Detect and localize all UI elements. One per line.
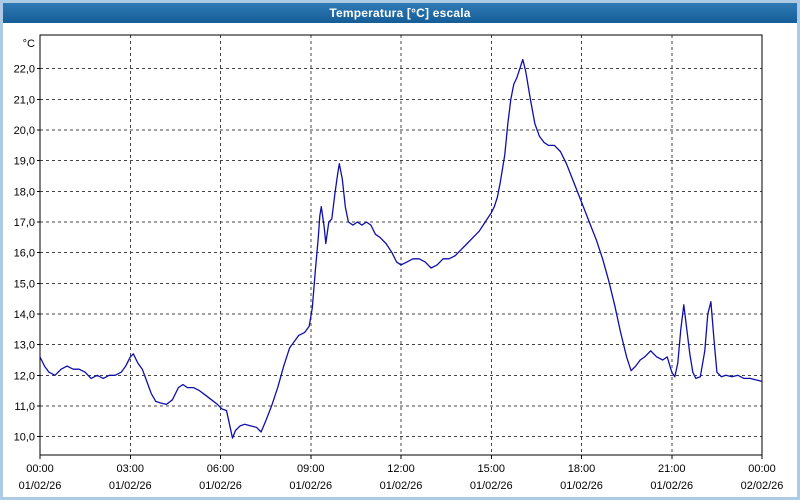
svg-text:18,0: 18,0 xyxy=(14,186,35,198)
svg-text:09:00: 09:00 xyxy=(297,463,325,475)
svg-text:06:00: 06:00 xyxy=(207,463,235,475)
svg-text:12,0: 12,0 xyxy=(14,370,35,382)
svg-text:01/02/26: 01/02/26 xyxy=(109,480,152,492)
svg-text:19,0: 19,0 xyxy=(14,156,35,168)
svg-text:11,0: 11,0 xyxy=(14,401,35,413)
svg-text:21:00: 21:00 xyxy=(658,463,686,475)
svg-text:03:00: 03:00 xyxy=(116,463,144,475)
x-axis: 00:00 01/02/26 03:00 01/02/26 06:00 01/02/26 0… xyxy=(19,455,784,492)
svg-text:12:00: 12:00 xyxy=(387,463,415,475)
svg-text:01/02/26: 01/02/26 xyxy=(380,480,423,492)
y-axis-unit-label: °C xyxy=(23,38,35,50)
svg-text:13,0: 13,0 xyxy=(14,340,35,352)
svg-text:00:00: 00:00 xyxy=(748,463,776,475)
chart-area: °C 22,0 21,0 20,0 19,0 18,0 17,0 16,0 15,0 14,0 13… xyxy=(3,23,797,497)
svg-text:15:00: 15:00 xyxy=(477,463,505,475)
temperature-line-chart: °C 22,0 21,0 20,0 19,0 18,0 17,0 16,0 15,0 14,0 13… xyxy=(14,34,784,492)
title-bar: Temperatura [°C] escala xyxy=(3,3,797,23)
svg-text:01/02/26: 01/02/26 xyxy=(19,480,62,492)
svg-text:01/02/26: 01/02/26 xyxy=(470,480,513,492)
svg-text:10,0: 10,0 xyxy=(14,432,35,444)
temperature-series xyxy=(39,58,763,439)
plot-border xyxy=(39,34,763,456)
window-title: Temperatura [°C] escala xyxy=(329,6,471,20)
svg-text:02/02/26: 02/02/26 xyxy=(741,480,784,492)
svg-text:01/02/26: 01/02/26 xyxy=(199,480,242,492)
svg-text:17,0: 17,0 xyxy=(14,217,35,229)
svg-text:20,0: 20,0 xyxy=(14,125,35,137)
svg-text:01/02/26: 01/02/26 xyxy=(560,480,603,492)
svg-text:00:00: 00:00 xyxy=(26,463,54,475)
svg-text:01/02/26: 01/02/26 xyxy=(650,480,693,492)
svg-text:15,0: 15,0 xyxy=(14,278,35,290)
svg-text:16,0: 16,0 xyxy=(14,248,35,260)
svg-text:18:00: 18:00 xyxy=(568,463,596,475)
y-axis: °C 22,0 21,0 20,0 19,0 18,0 17,0 16,0 15,0 14,0 13… xyxy=(14,38,40,444)
svg-text:14,0: 14,0 xyxy=(14,309,35,321)
svg-text:22,0: 22,0 xyxy=(14,64,35,76)
gridlines xyxy=(40,35,762,455)
svg-text:01/02/26: 01/02/26 xyxy=(289,480,332,492)
svg-text:21,0: 21,0 xyxy=(14,94,35,106)
